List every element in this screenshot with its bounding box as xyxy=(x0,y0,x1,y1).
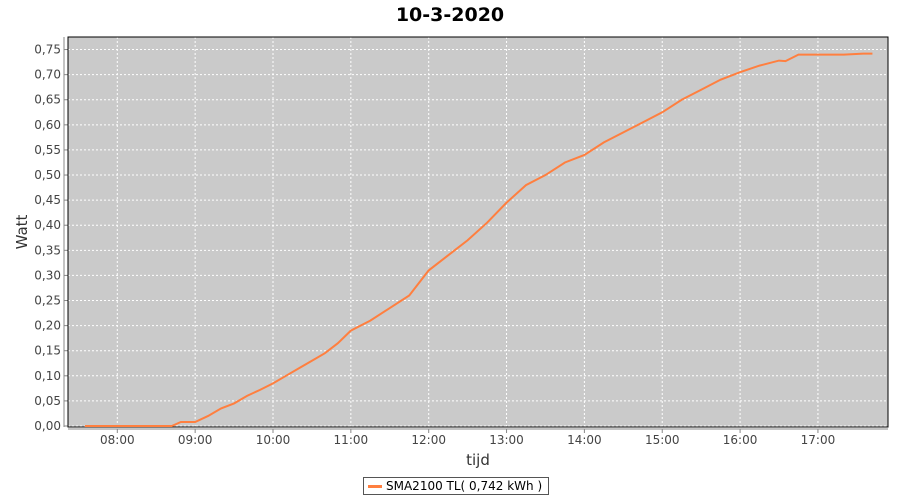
x-tick-label: 17:00 xyxy=(801,433,836,447)
y-tick-label: 0,65 xyxy=(34,93,61,107)
y-tick-label: 0,55 xyxy=(34,143,61,157)
x-axis-label: tijd xyxy=(466,451,490,469)
y-tick-label: 0,05 xyxy=(34,394,61,408)
legend-label: SMA2100 TL( 0,742 kWh ) xyxy=(386,479,543,493)
y-tick-label: 0,25 xyxy=(34,294,61,308)
y-tick-label: 0,10 xyxy=(34,369,61,383)
y-tick-label: 0,15 xyxy=(34,344,61,358)
legend-swatch xyxy=(368,484,382,488)
chart-title: 10-3-2020 xyxy=(395,4,505,26)
x-tick-label: 16:00 xyxy=(723,433,758,447)
x-tick-label: 14:00 xyxy=(567,433,602,447)
y-tick-label: 0,70 xyxy=(34,68,61,82)
x-tick-label: 12:00 xyxy=(411,433,446,447)
y-tick-label: 0,35 xyxy=(34,243,61,257)
y-tick-label: 0,50 xyxy=(34,168,61,182)
y-tick-label: 0,20 xyxy=(34,319,61,333)
y-tick-label: 0,75 xyxy=(34,43,61,57)
legend: SMA2100 TL( 0,742 kWh ) xyxy=(363,477,550,495)
y-tick-label: 0,30 xyxy=(34,268,61,282)
x-tick-label: 09:00 xyxy=(178,433,213,447)
y-axis-label: Watt xyxy=(13,214,31,249)
y-tick-label: 0,45 xyxy=(34,193,61,207)
x-tick-label: 13:00 xyxy=(489,433,524,447)
x-tick-label: 11:00 xyxy=(334,433,369,447)
y-tick-label: 0,00 xyxy=(34,419,61,433)
y-tick-label: 0,60 xyxy=(34,118,61,132)
series-line xyxy=(84,52,873,427)
y-tick-label: 0,40 xyxy=(34,218,61,232)
plot-border xyxy=(67,36,889,428)
x-tick-label: 15:00 xyxy=(645,433,680,447)
x-tick-label: 08:00 xyxy=(100,433,135,447)
x-tick-label: 10:00 xyxy=(256,433,291,447)
